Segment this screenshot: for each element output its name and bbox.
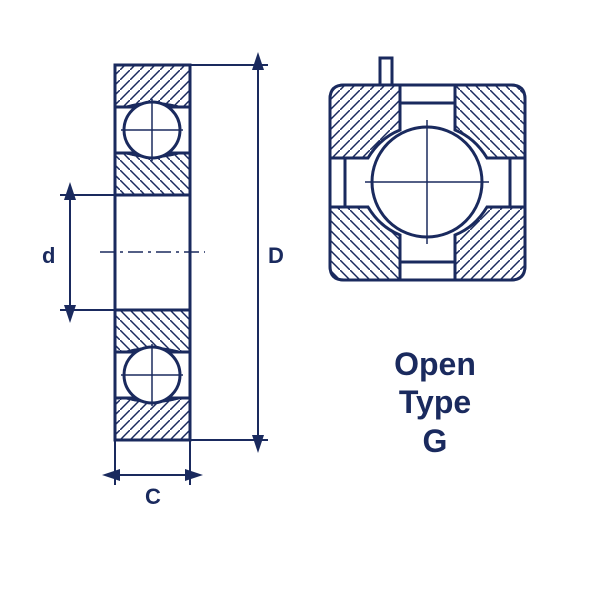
front-view	[100, 65, 205, 440]
type-line1: Open	[380, 345, 490, 383]
label-C: C	[145, 484, 161, 510]
type-line3: G	[380, 422, 490, 460]
label-D: D	[268, 243, 284, 269]
type-label: Open Type G	[380, 345, 490, 460]
diagram-container: d D C Open Type G	[0, 0, 600, 600]
dimension-D	[190, 65, 268, 440]
type-line2: Type	[380, 383, 490, 421]
section-view	[330, 58, 525, 280]
dimension-C	[115, 440, 190, 485]
bearing-diagram	[0, 0, 600, 600]
label-d: d	[42, 243, 55, 269]
